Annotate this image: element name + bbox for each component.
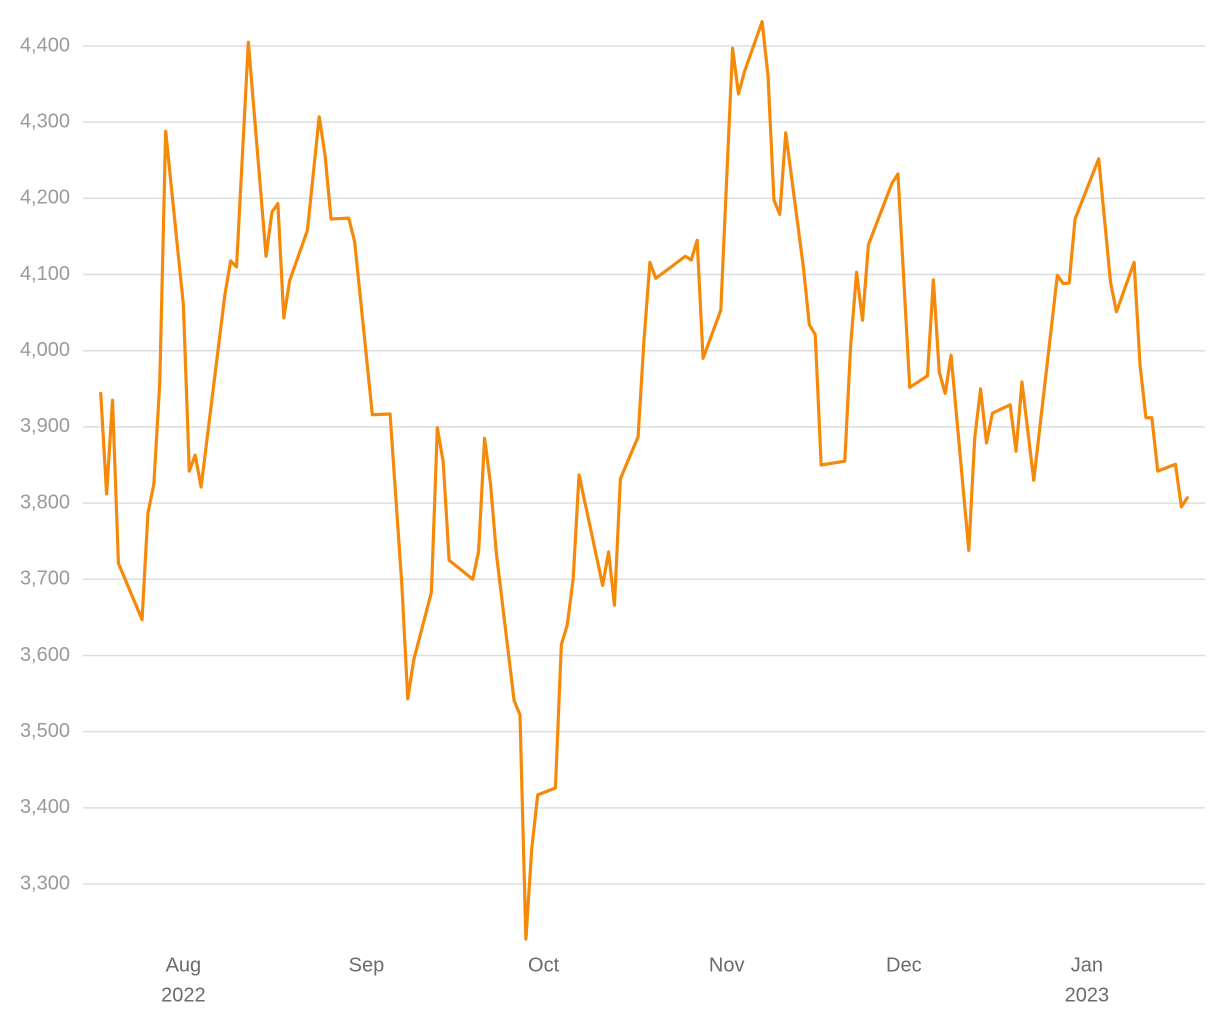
x-tick-label: Jan xyxy=(1071,954,1103,976)
x-tick-label: Dec xyxy=(886,954,922,976)
y-tick-label: 3,500 xyxy=(20,720,70,742)
x-tick-year-label: 2022 xyxy=(161,984,206,1006)
y-tick-label: 4,300 xyxy=(20,110,70,132)
y-tick-label: 3,600 xyxy=(20,644,70,666)
x-tick-year-label: 2023 xyxy=(1065,984,1110,1006)
y-tick-label: 3,800 xyxy=(20,491,70,513)
x-tick-label: Oct xyxy=(528,954,560,976)
x-tick-label: Sep xyxy=(349,954,385,976)
x-tick-label: Nov xyxy=(709,954,745,976)
y-tick-label: 3,700 xyxy=(20,568,70,590)
y-tick-label: 4,100 xyxy=(20,263,70,285)
y-tick-label: 3,400 xyxy=(20,796,70,818)
line xyxy=(99,20,1189,941)
y-tick-label: 3,300 xyxy=(20,872,70,894)
y-tick-label: 3,900 xyxy=(20,415,70,437)
y-tick-label: 4,000 xyxy=(20,339,70,361)
y-tick-label: 4,400 xyxy=(20,34,70,56)
x-tick-label: Aug xyxy=(166,954,202,976)
y-tick-label: 4,200 xyxy=(20,187,70,209)
